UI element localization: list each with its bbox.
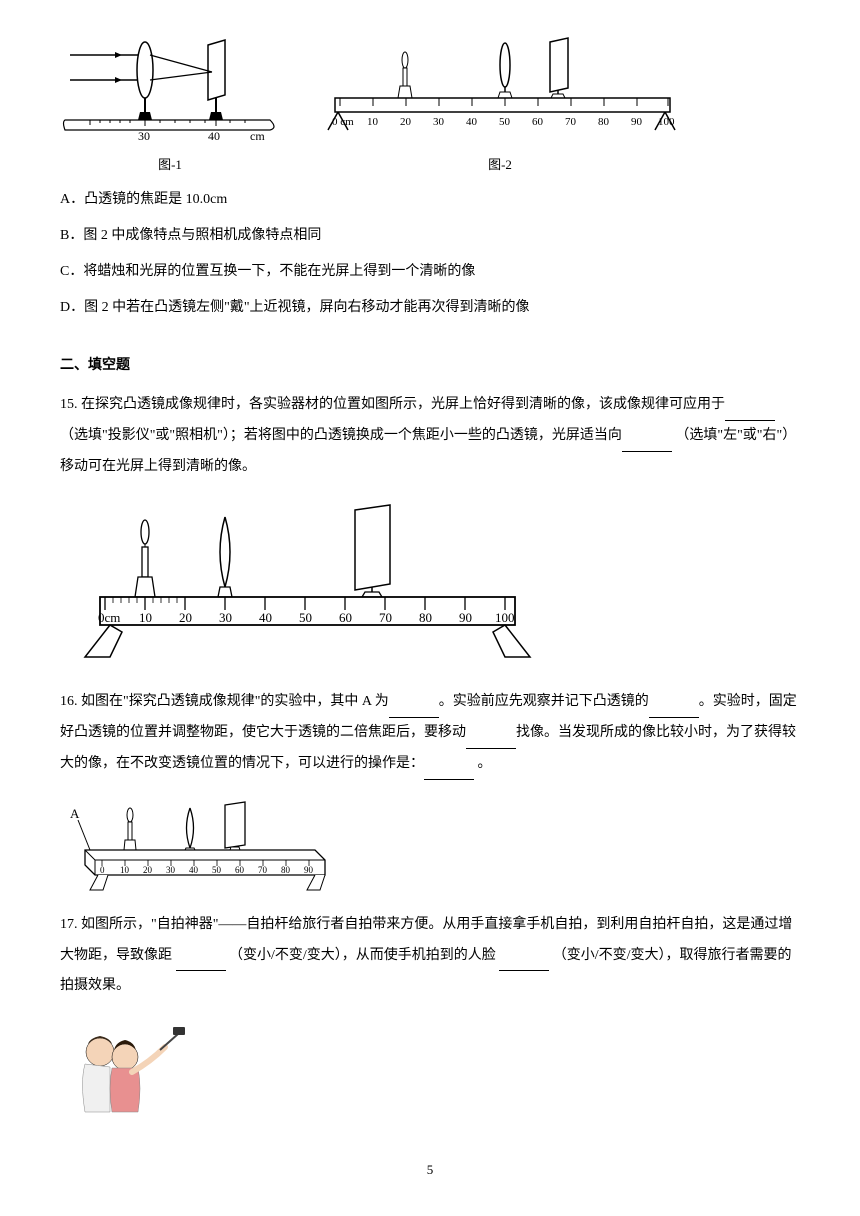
top-figures-row: 30 40 cm 图-1 bbox=[60, 30, 800, 178]
q15-figure: 0cm 10 20 30 40 50 60 70 80 90 100 bbox=[60, 502, 800, 672]
svg-text:70: 70 bbox=[258, 865, 268, 875]
svg-text:cm: cm bbox=[250, 129, 265, 143]
svg-text:0cm: 0cm bbox=[98, 610, 120, 625]
svg-text:30: 30 bbox=[433, 116, 445, 128]
svg-text:20: 20 bbox=[179, 610, 192, 625]
q17-figure bbox=[60, 1022, 800, 1117]
q15-text-1: 15. 在探究凸透镜成像规律时，各实验器材的位置如图所示，光屏上恰好得到清晰的像… bbox=[60, 397, 725, 412]
q16-text-5: 。 bbox=[474, 756, 492, 771]
page-number: 5 bbox=[60, 1157, 800, 1183]
svg-text:10: 10 bbox=[139, 610, 152, 625]
svg-text:30: 30 bbox=[219, 610, 232, 625]
svg-text:80: 80 bbox=[281, 865, 291, 875]
choice-d: D．图 2 中若在凸透镜左侧"戴"上近视镜，屏向右移动才能再次得到清晰的像 bbox=[60, 294, 800, 322]
choice-c: C．将蜡烛和光屏的位置互换一下，不能在光屏上得到一个清晰的像 bbox=[60, 258, 800, 286]
q16-svg: A 0 10 20 30 40 50 60 70 80 90 bbox=[60, 800, 340, 895]
svg-text:80: 80 bbox=[598, 116, 610, 128]
svg-text:100: 100 bbox=[495, 610, 515, 625]
choice-a: A．凸透镜的焦距是 10.0cm bbox=[60, 186, 800, 214]
svg-text:40: 40 bbox=[259, 610, 272, 625]
svg-text:60: 60 bbox=[532, 116, 544, 128]
figure-2-svg: 0 cm 10 20 30 40 50 60 70 80 90 100 bbox=[310, 30, 690, 150]
svg-text:0 cm: 0 cm bbox=[332, 116, 354, 128]
q16-blank-4 bbox=[424, 763, 474, 780]
q16-figure: A 0 10 20 30 40 50 60 70 80 90 bbox=[60, 800, 800, 895]
q17-selfie-svg bbox=[60, 1022, 190, 1117]
svg-text:90: 90 bbox=[459, 610, 472, 625]
q15-text-2: （选填"投影仪"或"照相机"）；若将图中的凸透镜换成一个焦距小一些的凸透镜，光屏… bbox=[60, 428, 622, 443]
svg-text:70: 70 bbox=[379, 610, 392, 625]
q16-text-1: 16. 如图在"探究凸透镜成像规律"的实验中，其中 A 为 bbox=[60, 694, 389, 709]
q16-blank-3 bbox=[466, 732, 516, 749]
svg-text:40: 40 bbox=[189, 865, 199, 875]
q15-svg: 0cm 10 20 30 40 50 60 70 80 90 100 bbox=[60, 502, 540, 672]
svg-text:10: 10 bbox=[120, 865, 130, 875]
q16-blank-1 bbox=[389, 701, 439, 718]
figure-1-caption: 图-1 bbox=[158, 152, 182, 178]
svg-text:70: 70 bbox=[565, 116, 577, 128]
svg-text:20: 20 bbox=[143, 865, 153, 875]
question-17: 17. 如图所示，"自拍神器"——自拍杆给旅行者自拍带来方便。从用手直接拿手机自… bbox=[60, 910, 800, 1002]
question-15: 15. 在探究凸透镜成像规律时，各实验器材的位置如图所示，光屏上恰好得到清晰的像… bbox=[60, 390, 800, 482]
svg-text:90: 90 bbox=[631, 116, 643, 128]
q15-blank-1 bbox=[725, 404, 775, 421]
svg-text:30: 30 bbox=[138, 129, 150, 143]
figure-2-container: 0 cm 10 20 30 40 50 60 70 80 90 100 图-2 bbox=[310, 30, 690, 178]
q17-text-2: （变小/不变/变大），从而使手机拍到的人脸 bbox=[226, 948, 500, 963]
q16-text-2: 。实验前应先观察并记下凸透镜的 bbox=[439, 694, 649, 709]
choice-b: B．图 2 中成像特点与照相机成像特点相同 bbox=[60, 222, 800, 250]
q16-blank-2 bbox=[649, 701, 699, 718]
figure-2-caption: 图-2 bbox=[488, 152, 512, 178]
figure-1-svg: 30 40 cm bbox=[60, 30, 280, 150]
svg-text:A: A bbox=[70, 806, 80, 821]
svg-text:10: 10 bbox=[367, 116, 379, 128]
svg-text:40: 40 bbox=[466, 116, 478, 128]
svg-text:60: 60 bbox=[235, 865, 245, 875]
figure-1-container: 30 40 cm 图-1 bbox=[60, 30, 280, 178]
question-16: 16. 如图在"探究凸透镜成像规律"的实验中，其中 A 为 。实验前应先观察并记下… bbox=[60, 687, 800, 779]
svg-text:50: 50 bbox=[212, 865, 222, 875]
svg-text:0: 0 bbox=[100, 865, 105, 875]
q15-blank-2 bbox=[622, 435, 672, 452]
q17-blank-1 bbox=[176, 955, 226, 972]
svg-text:60: 60 bbox=[339, 610, 352, 625]
svg-text:20: 20 bbox=[400, 116, 412, 128]
svg-text:50: 50 bbox=[499, 116, 511, 128]
svg-text:50: 50 bbox=[299, 610, 312, 625]
svg-text:40: 40 bbox=[208, 129, 220, 143]
section-2-header: 二、填空题 bbox=[60, 352, 800, 380]
q17-blank-2 bbox=[499, 955, 549, 972]
svg-text:30: 30 bbox=[166, 865, 176, 875]
svg-text:90: 90 bbox=[304, 865, 314, 875]
svg-text:100: 100 bbox=[658, 116, 675, 128]
svg-text:80: 80 bbox=[419, 610, 432, 625]
